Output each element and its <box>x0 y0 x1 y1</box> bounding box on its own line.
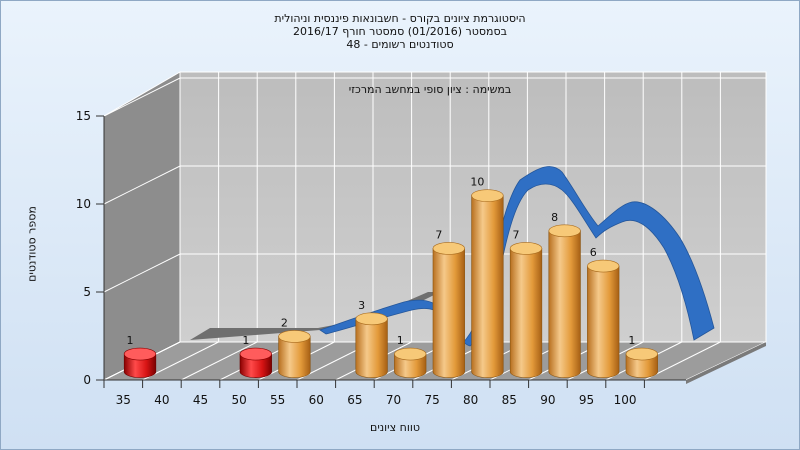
gridline-floor <box>180 341 258 381</box>
x-tick-label: 60 <box>309 393 324 407</box>
bar-top <box>471 189 504 202</box>
x-tick-label: 35 <box>116 393 131 407</box>
bar <box>587 259 620 378</box>
x-tick-label: 40 <box>154 393 169 407</box>
x-tick-label: 70 <box>386 393 401 407</box>
plot-left-wall <box>103 71 181 381</box>
chart-title: במשימה : ציון סופי במחשב המרכזי <box>349 83 512 96</box>
y-tick-label: 10 <box>76 197 91 211</box>
bar-body <box>432 248 465 378</box>
bar <box>394 347 427 378</box>
header-line-semester: בסמסטר (01/2016) סמסטר חורף 2016/17 <box>293 25 507 38</box>
x-tick-label: 45 <box>193 393 208 407</box>
bar-value-label: 7 <box>513 228 520 241</box>
plot-floor-edge <box>686 342 766 384</box>
bar <box>625 347 658 378</box>
bar-body <box>355 318 388 378</box>
axes: 0 5 10 15 35 40 45 50 55 60 65 70 75 80 85 90 95 100 <box>76 109 686 407</box>
bar <box>355 312 388 378</box>
bar-value-label: 1 <box>242 334 249 347</box>
bar-value-label: 6 <box>590 246 597 259</box>
bar <box>239 347 272 378</box>
bar <box>123 347 157 378</box>
y-tick-label: 5 <box>83 285 91 299</box>
bar-top <box>432 242 465 255</box>
x-axis-label: טווח ציונים <box>370 421 420 434</box>
bar-body <box>239 353 272 378</box>
y-tick-label: 0 <box>83 373 91 387</box>
bar-value-label: 2 <box>281 316 288 329</box>
x-tick-label: 55 <box>270 393 285 407</box>
bar-body <box>278 336 311 378</box>
bar-top <box>509 242 543 255</box>
x-tick-label: 65 <box>347 393 362 407</box>
x-tick-label: 85 <box>502 393 517 407</box>
gridline-h <box>103 77 766 117</box>
trend-ribbon-grey <box>190 292 440 340</box>
bar-body <box>587 265 620 378</box>
bar-top <box>355 312 388 326</box>
bar <box>509 242 543 378</box>
y-axis-label: מספר סטודנטים <box>25 206 39 282</box>
bar <box>471 189 504 378</box>
bar-top <box>394 347 427 361</box>
bar-body <box>123 353 157 378</box>
bar-body <box>394 353 427 378</box>
x-tick-label: 100 <box>614 393 637 407</box>
bar-value-labels: 1 1 2 3 1 7 10 7 8 6 1 <box>127 176 636 347</box>
header-line-course: היסטוגרמת ציונים בקורס - חשבונאות פיננסי… <box>274 12 526 25</box>
bar-value-label: 1 <box>397 334 404 347</box>
bar-body <box>509 248 543 378</box>
header-line-students: סטודנטים רשומים - 48 <box>346 38 454 51</box>
x-tick-label: 90 <box>540 393 555 407</box>
bar-top <box>278 330 311 343</box>
chart-header: היסטוגרמת ציונים בקורס - חשבונאות פיננסי… <box>200 12 600 51</box>
y-tick-label: 15 <box>76 109 91 123</box>
bar-value-label: 3 <box>358 299 365 312</box>
gridline-h <box>103 165 766 205</box>
bar <box>432 242 465 378</box>
bar <box>548 224 581 378</box>
bar-body <box>471 195 504 378</box>
bar-body <box>548 230 581 378</box>
bar-top <box>548 224 581 238</box>
bar <box>278 330 311 378</box>
bar-value-label: 10 <box>470 176 484 189</box>
bar-top <box>123 347 157 361</box>
x-tick-label: 95 <box>579 393 594 407</box>
bar-value-label: 1 <box>628 334 635 347</box>
bar-top <box>587 259 620 273</box>
bar-top <box>239 347 272 361</box>
bar-value-label: 7 <box>435 228 442 241</box>
x-tick-label: 75 <box>424 393 439 407</box>
bar-top <box>625 347 658 361</box>
x-tick-label: 80 <box>463 393 478 407</box>
bar-value-label: 1 <box>127 334 134 347</box>
bar-value-label: 8 <box>551 211 558 224</box>
bar-body <box>625 353 658 378</box>
x-tick-label: 50 <box>231 393 246 407</box>
bar-series <box>123 189 658 378</box>
